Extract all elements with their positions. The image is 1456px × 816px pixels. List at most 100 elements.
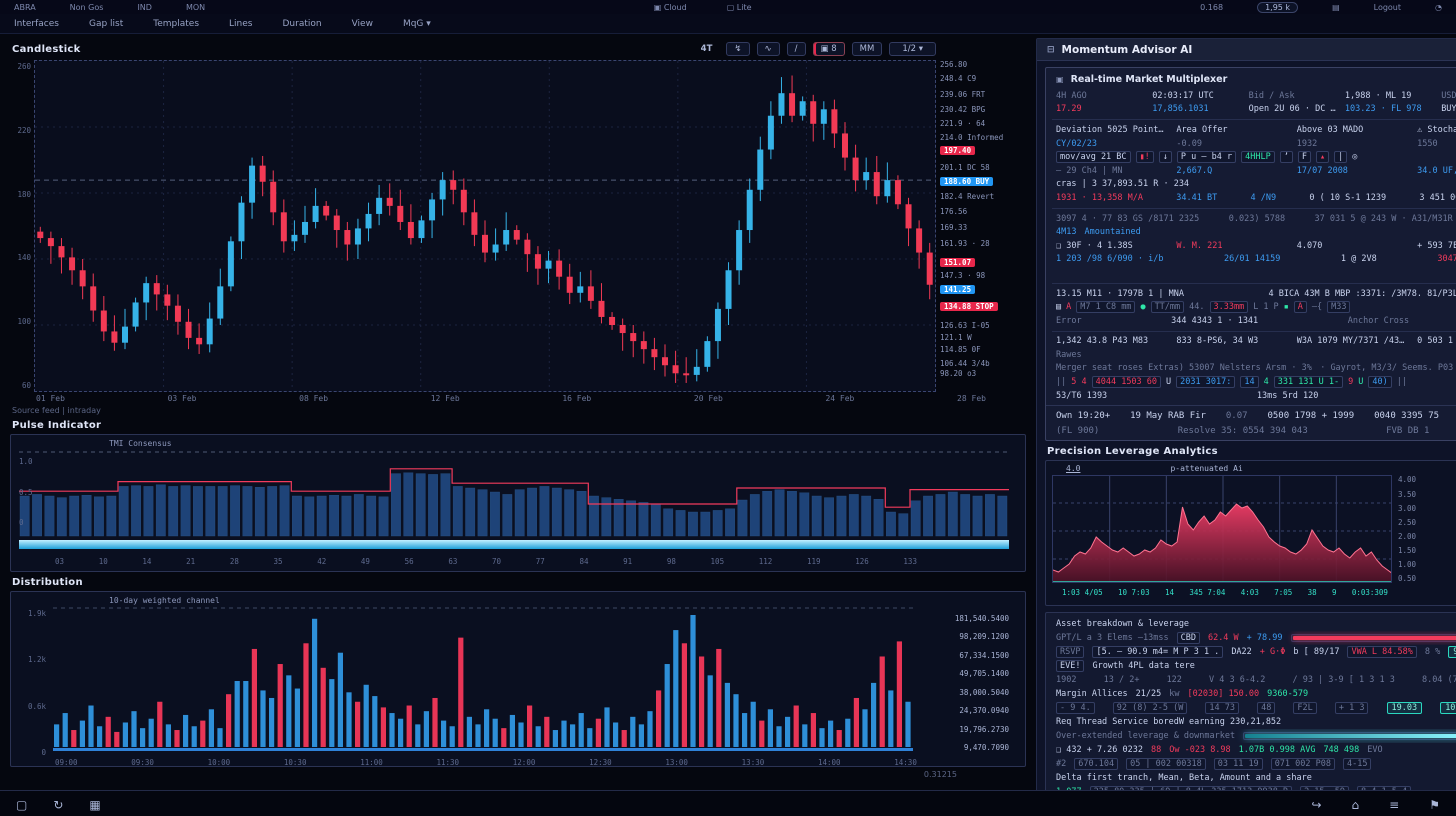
menu-item[interactable]: IND	[137, 2, 152, 12]
mini-button[interactable]: M7 1 C8 mm	[1076, 301, 1136, 314]
mini-button: EVE!	[1056, 660, 1085, 673]
mini-button[interactable]: mov/avg 21 BC	[1056, 151, 1131, 164]
table-cell[interactable]: ▪	[1283, 302, 1289, 313]
divider	[1052, 330, 1456, 332]
menu-item[interactable]: ABRA	[14, 2, 36, 12]
home-icon[interactable]: ⌂	[1351, 798, 1360, 812]
table-cell[interactable]: U	[1166, 377, 1172, 388]
table-cell: 1550	[1417, 138, 1438, 149]
mini-button[interactable]: F	[1297, 151, 1311, 164]
pulse-title: Pulse Indicator	[12, 420, 102, 431]
list-icon[interactable]: ≡	[1389, 798, 1400, 812]
leverage-y-axis: 4.00 3.50 3.00 2.50 2.00 1.50 1.00 0.50	[1396, 475, 1438, 583]
menu-item[interactable]: MqG ▾	[402, 18, 431, 29]
mini-button[interactable]: 331 131 U 1-	[1273, 376, 1344, 389]
mini-button[interactable]: M33	[1327, 301, 1351, 314]
axis-label: 16 Feb	[562, 394, 592, 403]
menu-item[interactable]: ▣ Cloud	[653, 2, 687, 12]
table-cell: 1932	[1296, 138, 1318, 149]
table-cell[interactable]: L	[1253, 302, 1259, 313]
axis-label: 3.50	[1398, 489, 1417, 499]
table-cell[interactable]: U	[1358, 377, 1364, 388]
status-bar: ▢ ↻ ▦ ↪ ⌂ ≡ ⚑	[0, 790, 1456, 816]
table-cell: Amountained	[1084, 227, 1141, 238]
mini-button[interactable]: ↓	[1158, 151, 1172, 164]
distribution-chart[interactable]	[53, 605, 913, 757]
legend-value: 181,540.5400	[954, 613, 1009, 623]
mini-button[interactable]: 4HHLP	[1241, 151, 1275, 164]
mini-button[interactable]: 3.33mm	[1209, 301, 1249, 314]
table-cell[interactable]: –{	[1311, 302, 1323, 313]
toolbar-button[interactable]: ↯	[726, 42, 750, 56]
value-pill[interactable]: 1,95 k	[1257, 1, 1299, 13]
mini-button[interactable]: ▴	[1315, 151, 1330, 164]
logout-button[interactable]: Logout	[1373, 2, 1402, 12]
mini-button[interactable]: 4044 1503 60	[1091, 376, 1162, 389]
red-progress-bar	[1290, 634, 1456, 643]
axis-label: 21	[186, 557, 196, 566]
table-cell: EVO	[1367, 745, 1383, 756]
bookmark-icon[interactable]: ▢	[16, 798, 28, 812]
advisor-footer-row: Own 19:20+ 19 May RAB Fir 0.07 0500 1798 + …	[1046, 408, 1456, 423]
toolbar-button[interactable]: 4T	[700, 44, 713, 54]
nav-icon[interactable]: ◔	[1435, 2, 1442, 12]
stats-row: #2 670.104 05 | 002 00318 03 11 19 071 002 P…	[1046, 757, 1456, 771]
window-icon: ▣	[1056, 75, 1064, 84]
table-cell[interactable]: A	[1066, 302, 1072, 313]
table-cell[interactable]: 1	[1263, 302, 1269, 313]
table-cell: (FL 900)	[1056, 425, 1100, 436]
toolbar-button[interactable]: 1/2 ▾	[889, 42, 936, 56]
pulse-chart[interactable]	[19, 448, 1017, 556]
table-cell: FVB DB 1	[1386, 425, 1430, 436]
share-icon[interactable]: ↪	[1311, 798, 1322, 812]
table-cell[interactable]: ◎	[1352, 152, 1358, 163]
mini-button[interactable]: A	[1293, 301, 1307, 314]
table-cell[interactable]: ●	[1140, 302, 1146, 313]
table-cell[interactable]: 4	[1263, 377, 1269, 388]
table-cell: 21/25	[1135, 689, 1162, 700]
candlestick-chart[interactable]	[34, 60, 936, 392]
mini-button[interactable]: ʼ	[1279, 151, 1293, 164]
toolbar-button[interactable]: ∿	[756, 42, 780, 56]
menu-item[interactable]: Templates	[153, 18, 200, 29]
value-badge[interactable]: 19.03	[1386, 702, 1423, 715]
mini-button[interactable]: 40)	[1368, 376, 1392, 389]
refresh-icon[interactable]: ↻	[53, 798, 64, 812]
mini-button: 4-15	[1342, 758, 1372, 771]
toolbar-button[interactable]: MM	[851, 42, 883, 56]
mini-button[interactable]: P u – b4 r	[1176, 151, 1237, 164]
mini-button[interactable]: 14	[1240, 376, 1259, 389]
advisor-row: cras | 3 37,893.51 R · 234	[1046, 178, 1456, 192]
nav-icon[interactable]: ▤	[1332, 2, 1340, 12]
axis-label: 112	[758, 557, 773, 566]
menu-item[interactable]: Interfaces	[14, 18, 59, 29]
value-badge[interactable]: 105.8L	[1440, 702, 1456, 715]
toolbar-button[interactable]: /	[786, 42, 806, 56]
menu-item[interactable]: Gap list	[88, 18, 124, 29]
menu-item[interactable]: View	[351, 18, 373, 29]
menu-item[interactable]: ▢ Lite	[726, 2, 752, 12]
mini-button[interactable]: ▮!	[1135, 151, 1154, 164]
advisor-row: ❑ 30F · 4 1.38S W. M. 221 4.070 + 593 7E30	[1046, 239, 1456, 253]
advisor-row: Merger seat roses Extras) 53007 Nelsters…	[1046, 362, 1456, 376]
mini-button[interactable]: TT/mm	[1150, 301, 1185, 314]
mini-button: - 9 4.	[1056, 702, 1095, 715]
table-cell: USD-NOK	[1441, 90, 1456, 101]
leverage-chart[interactable]	[1052, 475, 1394, 587]
table-cell[interactable]: 44.	[1189, 302, 1205, 313]
value-badge[interactable]: 96.0	[1448, 646, 1456, 659]
table-cell[interactable]: ▤	[1056, 302, 1062, 313]
mini-button[interactable]: 2031 3017:	[1176, 376, 1236, 389]
menu-item[interactable]: Duration	[282, 18, 322, 29]
flag-icon[interactable]: ⚑	[1429, 798, 1440, 812]
table-cell[interactable]: P	[1273, 302, 1279, 313]
table-cell[interactable]: 9	[1348, 377, 1354, 388]
mini-button[interactable]: |	[1334, 151, 1348, 164]
menu-item[interactable]: Non Gos	[69, 2, 104, 12]
grid-icon[interactable]: ▦	[89, 798, 101, 812]
menu-item[interactable]: Lines	[229, 18, 253, 29]
menu-item[interactable]: MON	[185, 2, 206, 12]
toolbar-button[interactable]: ▣ 8	[812, 42, 845, 56]
table-cell[interactable]: 5 4	[1071, 377, 1087, 388]
axis-label: 0	[41, 747, 46, 757]
